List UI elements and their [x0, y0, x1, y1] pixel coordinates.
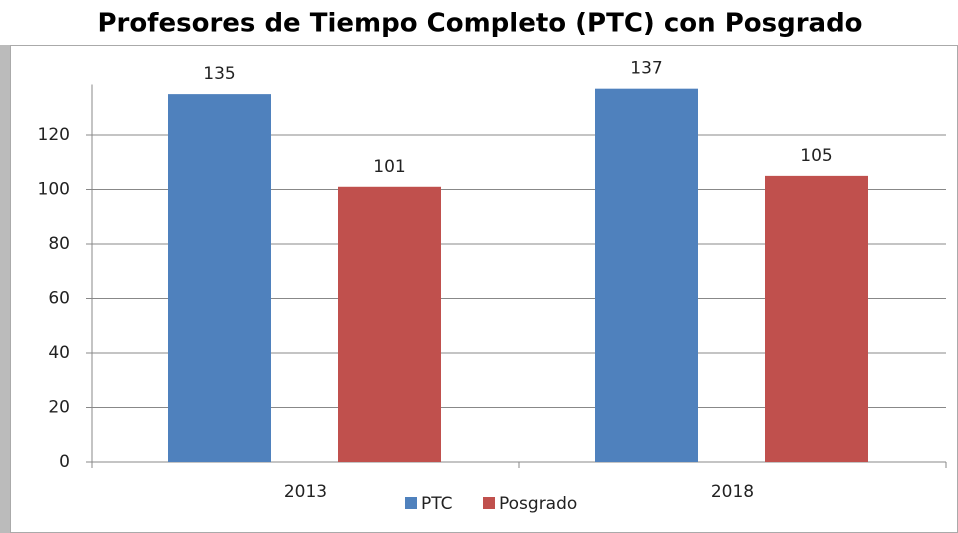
- y-tick-label: 60: [48, 289, 70, 309]
- legend-swatch: [405, 497, 417, 509]
- legend-swatch: [483, 497, 495, 509]
- value-label: 101: [373, 157, 405, 177]
- x-tick-label: 2018: [711, 482, 754, 502]
- x-tick-label: 2013: [284, 482, 327, 502]
- bar: [338, 186, 441, 462]
- bar: [765, 175, 868, 462]
- chart-title: Profesores de Tiempo Completo (PTC) con …: [97, 9, 862, 39]
- value-label: 105: [800, 146, 832, 166]
- y-tick-label: 80: [48, 234, 70, 254]
- value-label: 135: [203, 64, 235, 84]
- value-label: 137: [630, 59, 662, 79]
- legend-label: Posgrado: [499, 494, 577, 514]
- y-tick-label: 100: [38, 180, 70, 200]
- y-tick-label: 20: [48, 398, 70, 418]
- bar: [168, 94, 271, 462]
- bar: [595, 88, 698, 463]
- y-tick-label: 0: [59, 452, 70, 472]
- legend-label: PTC: [421, 494, 453, 514]
- frame-shadow: [0, 45, 10, 533]
- y-tick-label: 40: [48, 343, 70, 363]
- y-tick-label: 120: [38, 125, 70, 145]
